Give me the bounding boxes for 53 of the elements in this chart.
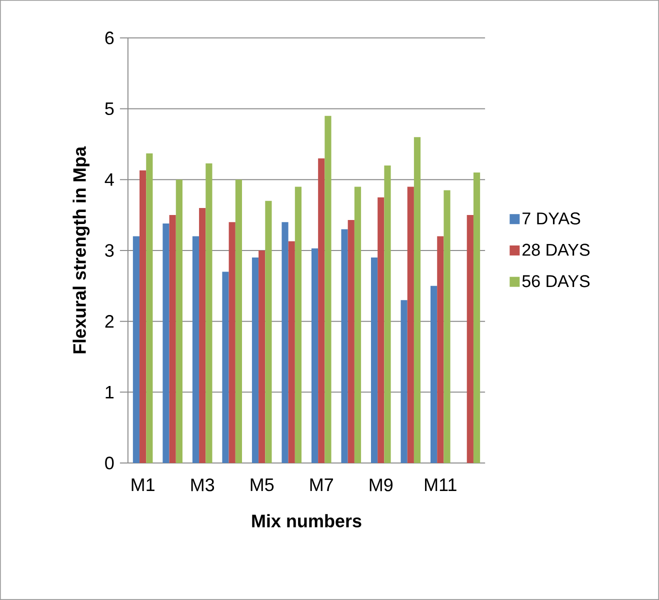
bar <box>140 170 146 464</box>
x-tick-label: M3 <box>191 478 214 492</box>
bar <box>199 208 206 464</box>
x-tick-label: M9 <box>370 478 393 492</box>
bar <box>288 241 295 464</box>
bar <box>370 258 378 464</box>
bar <box>407 186 414 464</box>
bar <box>222 272 229 464</box>
legend-label: 28 DAYS <box>522 244 590 256</box>
y-tick-label: 1 <box>106 386 114 398</box>
bar <box>282 222 288 464</box>
bar <box>400 300 408 464</box>
bar <box>311 248 318 464</box>
bar <box>378 197 384 464</box>
bar <box>354 186 362 464</box>
bar <box>341 229 348 464</box>
bar <box>294 186 302 464</box>
bar <box>430 286 438 464</box>
y-tick-label: 6 <box>105 32 114 44</box>
bar <box>206 163 212 464</box>
bar <box>146 153 153 464</box>
y-tick-label: 0 <box>105 456 114 470</box>
y-axis-title: Flexural strength in Mpa <box>72 146 90 354</box>
bar <box>348 220 354 464</box>
bar <box>318 158 325 464</box>
legend-label: 56 DAYS <box>522 275 590 288</box>
x-tick-label: M5 <box>250 478 274 492</box>
legend-label: 7 DYAS <box>522 212 580 224</box>
bar <box>258 250 266 464</box>
bar <box>176 180 182 464</box>
x-tick-label: M1 <box>132 478 154 491</box>
bar <box>252 258 259 464</box>
bar <box>324 116 332 464</box>
x-axis-title: Mix numbers <box>252 514 362 528</box>
bar <box>384 165 391 464</box>
bar <box>437 236 444 464</box>
bar <box>132 236 140 464</box>
bar <box>414 137 421 464</box>
x-tick-label: M11 <box>425 478 456 491</box>
x-tick-label: M7 <box>310 478 333 491</box>
y-tick-label: 5 <box>105 102 114 116</box>
y-tick-label: 3 <box>105 244 114 257</box>
bar <box>192 236 200 464</box>
bar <box>444 190 450 464</box>
y-tick-label: 2 <box>105 315 114 328</box>
bar <box>265 200 272 464</box>
bar <box>228 222 236 464</box>
bar <box>235 180 242 464</box>
bar <box>162 224 170 464</box>
y-tick-label: 4 <box>104 173 114 186</box>
bar <box>473 172 480 464</box>
bar <box>466 215 474 464</box>
bar <box>169 215 176 464</box>
